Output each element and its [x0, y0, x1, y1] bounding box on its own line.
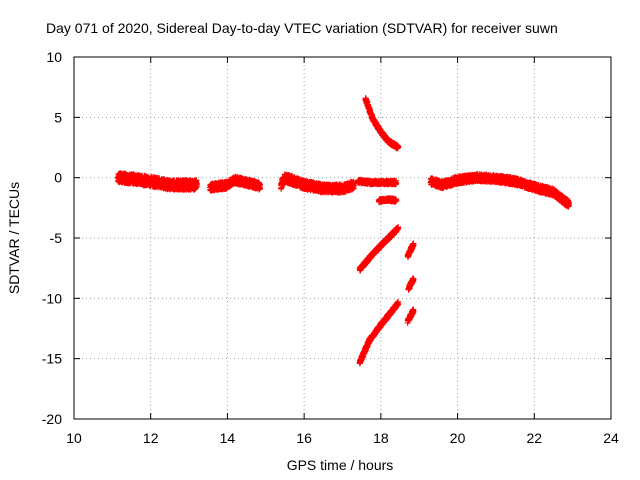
data-point	[257, 185, 264, 192]
grid-lines	[74, 57, 611, 419]
data-point	[193, 179, 200, 186]
data-points	[115, 95, 572, 367]
chart-title: Day 071 of 2020, Sidereal Day-to-day VTE…	[46, 20, 558, 36]
